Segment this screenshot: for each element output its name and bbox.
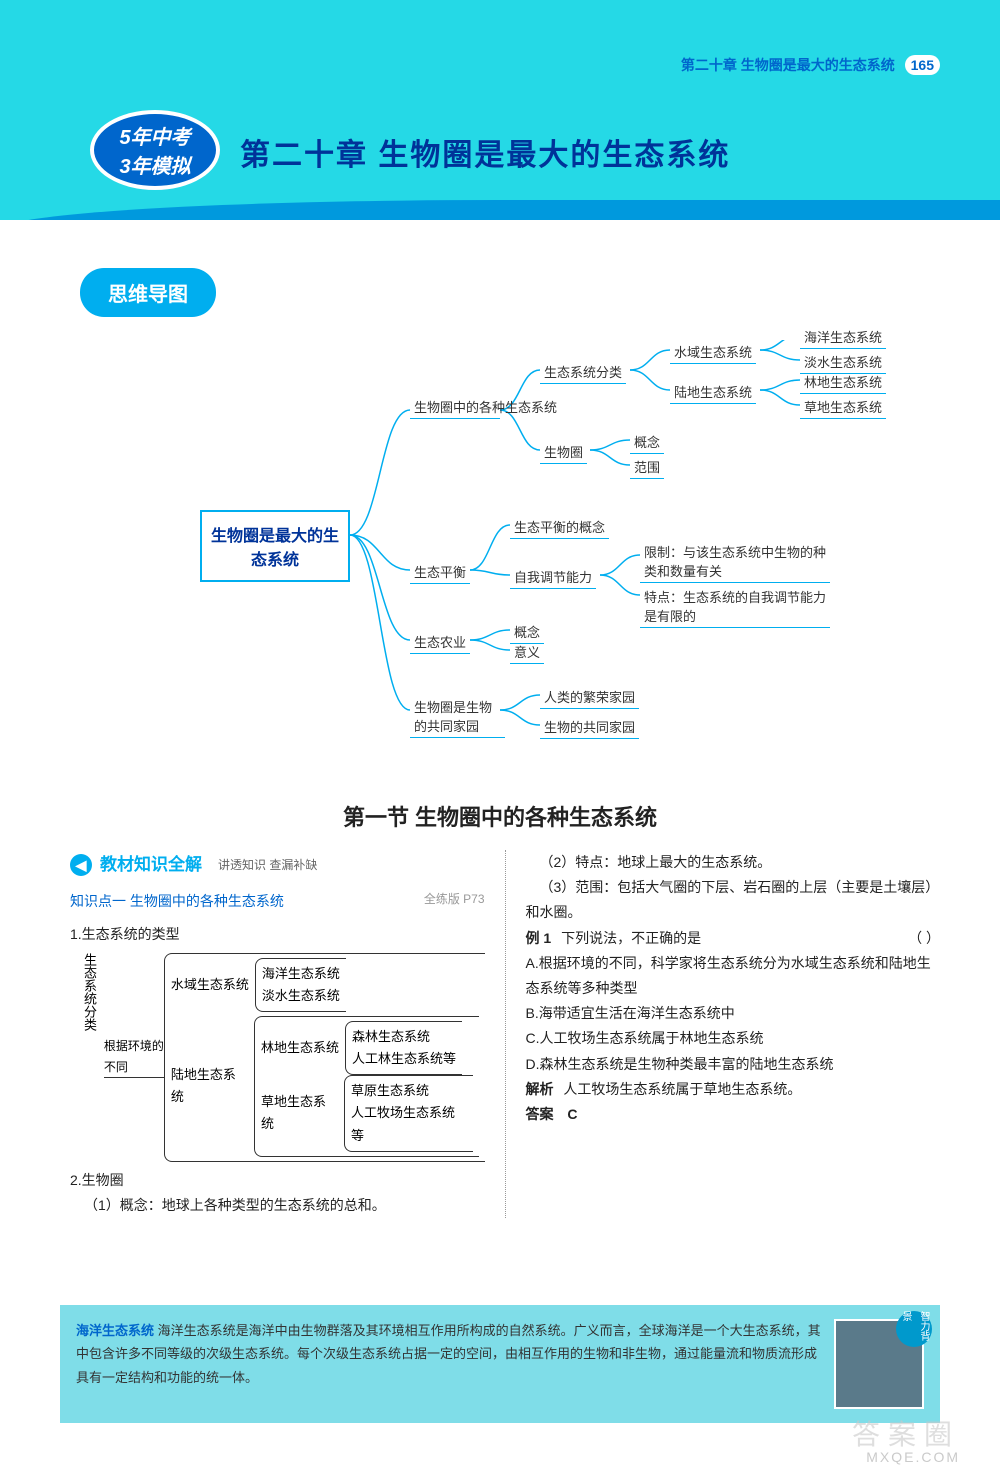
- mm-n1: 生物圈中的各种生态系统: [410, 395, 500, 419]
- mm-n1a1a: 海洋生态系统: [800, 325, 886, 349]
- mm-n2: 生态平衡: [410, 560, 470, 584]
- opt-d: D.森林生态系统是生物种类最丰富的陆地生态系统: [526, 1052, 941, 1077]
- mindmap-root: 生物圈是最大的生态系统: [200, 510, 350, 582]
- footer-text: 海洋生态系统 海洋生态系统是海洋中由生物群落及其环境相互作用所构成的自然系统。广…: [76, 1319, 822, 1409]
- example-line: 例 1 下列说法，不正确的是 （ ）: [526, 926, 941, 951]
- mm-n3: 生态农业: [410, 630, 470, 654]
- footer-badge: 智力背景: [896, 1311, 932, 1347]
- tree-bracket-1: 水域生态系统 海洋生态系统 淡水生态系统 陆地生态系统 林地生态系统 森林生态系…: [164, 953, 485, 1162]
- page-header: 第二十章 生物圈是最大的生态系统 165: [681, 55, 940, 75]
- mm-n1b1: 概念: [630, 430, 664, 454]
- mm-n4b: 生物的共同家园: [540, 715, 639, 739]
- mindmap-tag: 思维导图: [80, 268, 216, 317]
- footer-body: 海洋生态系统是海洋中由生物群落及其环境相互作用所构成的自然系统。广义而言，全球海…: [76, 1323, 821, 1385]
- kz-sub: 讲透知识 查漏补缺: [218, 855, 317, 877]
- mm-n1b2: 范围: [630, 455, 664, 479]
- ex-blank: （ ）: [908, 926, 940, 951]
- logo-line1: 5年中考: [119, 121, 190, 150]
- right-column: （2）特点：地球上最大的生态系统。 （3）范围：包括大气圈的下层、岩石圈的上层（…: [505, 850, 941, 1218]
- kz-title: 教材知识全解: [100, 850, 202, 881]
- speaker-icon: ◀: [70, 854, 92, 876]
- mm-n1a: 生态系统分类: [540, 360, 626, 384]
- mm-n1a2: 陆地生态系统: [670, 380, 756, 404]
- tree-b1: 林地生态系统: [261, 1037, 339, 1059]
- mm-n2a: 生态平衡的概念: [510, 515, 609, 539]
- section-title: 第一节 生物圈中的各种生态系统: [0, 800, 1000, 832]
- knowledge-header: ◀ 教材知识全解 讲透知识 查漏补缺: [70, 850, 485, 881]
- logo-line2: 3年模拟: [119, 150, 190, 179]
- para-1: （1）概念：地球上各种类型的生态系统的总和。: [70, 1193, 485, 1218]
- opt-a: A.根据环境的不同，科学家将生态系统分为水域生态系统和陆地生态系统等多种类型: [526, 951, 941, 1001]
- heading-1: 1.生态系统的类型: [70, 922, 485, 947]
- ans-label: 答案: [526, 1106, 554, 1122]
- mm-n4a: 人类的繁荣家园: [540, 685, 639, 709]
- mm-n2b: 自我调节能力: [510, 565, 596, 589]
- mm-n1b: 生物圈: [540, 440, 587, 464]
- footer-image: 智力背景: [834, 1319, 924, 1409]
- tree-bracket-b1: 森林生态系统 人工林生态系统等: [345, 1021, 462, 1075]
- tree-a2: 淡水生态系统: [262, 985, 340, 1007]
- mm-n2b1: 限制：与该生态系统中生物的种类和数量有关: [640, 540, 830, 583]
- opt-b: B.海带适宜生活在海洋生态系统中: [526, 1001, 941, 1026]
- answer-line: 答案 C: [526, 1102, 941, 1127]
- knowledge-point-line: 知识点一 生物圈中的各种生态系统 全练版 P73: [70, 889, 485, 914]
- kp-title: 知识点一 生物圈中的各种生态系统: [70, 889, 284, 914]
- para-3: （3）范围：包括大气圈的下层、岩石圈的上层（主要是土壤层）和水圈。: [526, 875, 941, 925]
- logo-badge: 5年中考 3年模拟: [90, 110, 220, 190]
- tree-bracket-b2: 草原生态系统 人工牧场生态系统等: [344, 1075, 473, 1151]
- classification-tree: 生态系统分类 根据环境的不同 水域生态系统 海洋生态系统 淡水生态系统 陆地生态…: [70, 953, 485, 1162]
- mm-n1a1: 水域生态系统: [670, 340, 756, 364]
- mm-n1a2b: 草地生态系统: [800, 395, 886, 419]
- tree-b2b: 人工牧场生态系统等: [351, 1102, 467, 1146]
- tree-bracket-b: 林地生态系统 森林生态系统 人工林生态系统等 草地生态系统 草原生态系统 人工牧…: [254, 1016, 479, 1156]
- tree-b1a: 森林生态系统: [352, 1026, 456, 1048]
- page-number: 165: [905, 55, 940, 75]
- heading-2: 2.生物圈: [70, 1168, 485, 1193]
- ana-label: 解析: [526, 1081, 554, 1097]
- tree-root-1: 生态系统分类: [74, 953, 104, 1162]
- footer-title: 海洋生态系统: [76, 1323, 154, 1338]
- analysis-line: 解析 人工牧场生态系统属于草地生态系统。: [526, 1077, 941, 1102]
- tree-bracket-a: 海洋生态系统 淡水生态系统: [255, 958, 346, 1012]
- left-column: ◀ 教材知识全解 讲透知识 查漏补缺 知识点一 生物圈中的各种生态系统 全练版 …: [70, 850, 485, 1218]
- tree-b2: 草地生态系统: [261, 1091, 338, 1135]
- mm-n3b: 意义: [510, 640, 544, 664]
- mm-n1a2a: 林地生态系统: [800, 370, 886, 394]
- kp-ref: 全练版 P73: [424, 889, 485, 914]
- tree-b1b: 人工林生态系统等: [352, 1048, 456, 1070]
- tree-a1: 海洋生态系统: [262, 963, 340, 985]
- para-2: （2）特点：地球上最大的生态系统。: [526, 850, 941, 875]
- mindmap: 生物圈是最大的生态系统 生物圈中的各种生态系统 生态系统分类 水域生态系统 陆地…: [100, 340, 920, 780]
- tree-b2a: 草原生态系统: [351, 1080, 467, 1102]
- tree-root-2: 根据环境的不同: [104, 1036, 164, 1078]
- ana-text: 人工牧场生态系统属于草地生态系统。: [563, 1081, 801, 1097]
- ans-text: C: [567, 1106, 577, 1122]
- watermark-sub: MXQE.COM: [866, 1449, 960, 1465]
- content-columns: ◀ 教材知识全解 讲透知识 查漏补缺 知识点一 生物圈中的各种生态系统 全练版 …: [70, 850, 940, 1218]
- chapter-title: 第二十章 生物圈是最大的生态系统: [240, 130, 730, 174]
- tree-b: 陆地生态系统: [171, 1064, 248, 1108]
- ex-label: 例 1: [526, 930, 552, 946]
- footer-info-box: 海洋生态系统 海洋生态系统是海洋中由生物群落及其环境相互作用所构成的自然系统。广…: [60, 1305, 940, 1423]
- mm-n4: 生物圈是生物的共同家园: [410, 695, 505, 738]
- tree-a: 水域生态系统: [171, 974, 249, 996]
- opt-c: C.人工牧场生态系统属于林地生态系统: [526, 1026, 941, 1051]
- mm-n2b2: 特点：生态系统的自我调节能力是有限的: [640, 585, 830, 628]
- watermark-main: 答案圈: [852, 1413, 960, 1453]
- ex-question: 下列说法，不正确的是: [561, 930, 701, 946]
- breadcrumb: 第二十章 生物圈是最大的生态系统: [681, 57, 895, 73]
